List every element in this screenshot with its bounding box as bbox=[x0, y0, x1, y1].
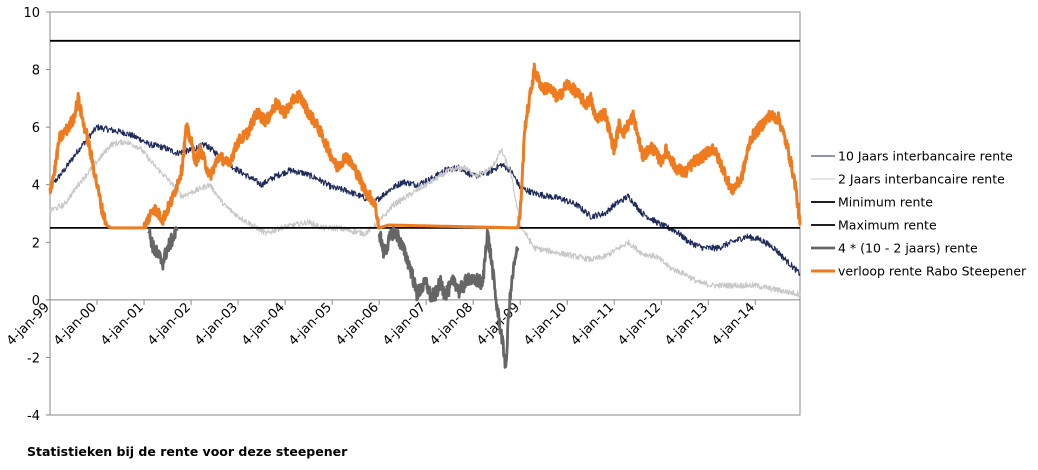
y-tick-label: 10 bbox=[23, 6, 40, 21]
y-tick-label: 6 bbox=[32, 121, 40, 136]
x-tick-label: 4-jan-13 bbox=[662, 300, 711, 349]
series-layer bbox=[48, 39, 802, 369]
chart-caption: Statistieken bij de rente voor deze stee… bbox=[27, 444, 348, 459]
plot-area bbox=[49, 11, 801, 416]
legend-entry-label: Maximum rente bbox=[838, 218, 937, 233]
y-tick-label: 4 bbox=[32, 179, 40, 194]
x-tick-label: 4-jan-06 bbox=[333, 300, 382, 349]
legend-entry-label: verloop rente Rabo Steepener bbox=[838, 264, 1027, 279]
x-tick-label: 4-jan-05 bbox=[286, 300, 335, 349]
x-tick-label: 4-jan-12 bbox=[615, 300, 664, 349]
legend-entry-label: Minimum rente bbox=[838, 195, 933, 210]
legend-entry-label: 2 Jaars interbancaire rente bbox=[838, 172, 1005, 187]
x-tick-label: 4-jan-14 bbox=[709, 300, 758, 349]
x-tick-label: 4-jan-04 bbox=[239, 300, 288, 349]
plot-border bbox=[49, 11, 801, 416]
y-tick-label: 2 bbox=[32, 236, 40, 251]
x-tick-label: 4-jan-11 bbox=[568, 300, 617, 349]
y-tick-label: 0 bbox=[32, 294, 40, 309]
x-tick-label: 4-jan-03 bbox=[192, 300, 241, 349]
x-tick-label: 4-jan-07 bbox=[380, 300, 429, 349]
y-tick-label: 8 bbox=[32, 64, 40, 79]
x-tick-label: 4-jan-00 bbox=[51, 300, 100, 349]
series-line-10y bbox=[49, 124, 801, 276]
legend-entry-label: 4 * (10 - 2 jaars) rente bbox=[838, 241, 978, 256]
x-axis-ticks: 4-jan-994-jan-004-jan-014-jan-024-jan-03… bbox=[4, 299, 758, 349]
x-tick-label: 4-jan-01 bbox=[98, 300, 147, 349]
x-tick-label: 4-jan-99 bbox=[4, 300, 53, 349]
legend: 10 Jaars interbancaire rente 2 Jaars inte… bbox=[811, 149, 1027, 279]
y-tick-label: -4 bbox=[27, 409, 40, 424]
x-tick-label: 4-jan-10 bbox=[521, 300, 570, 349]
legend-entry-label: 10 Jaars interbancaire rente bbox=[838, 149, 1013, 164]
series-line-rabo-steepener bbox=[48, 62, 802, 230]
x-tick-label: 4-jan-08 bbox=[427, 300, 476, 349]
y-tick-label: -2 bbox=[27, 351, 40, 366]
y-axis-ticks: -4 -2 0 2 4 6 8 10 bbox=[23, 6, 50, 424]
x-tick-label: 4-jan-02 bbox=[145, 300, 194, 349]
series-line-4x-spread bbox=[377, 224, 520, 369]
series-line-4x-spread bbox=[147, 226, 179, 271]
